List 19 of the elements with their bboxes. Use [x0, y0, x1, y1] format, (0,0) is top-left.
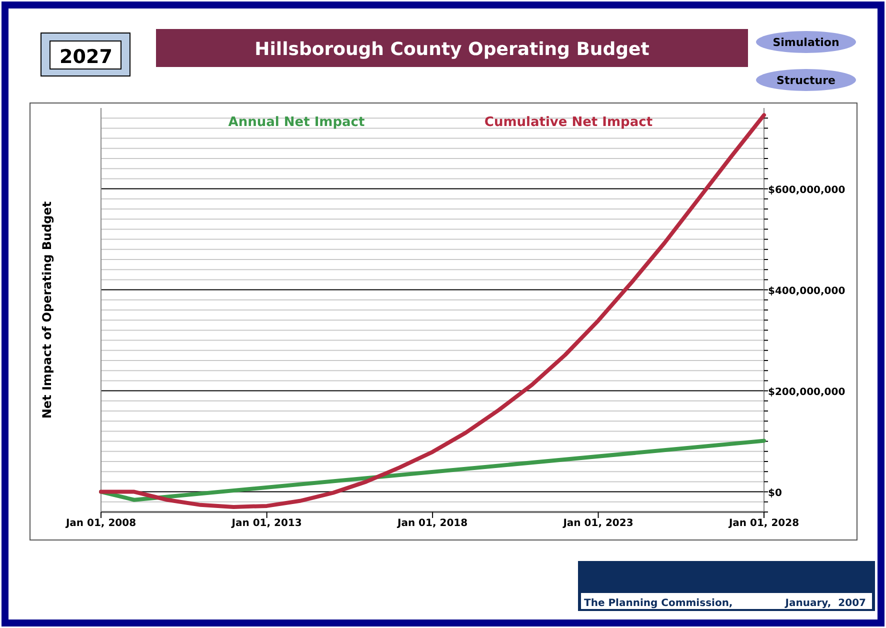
x-tick-label: Jan 01, 2008 [64, 518, 136, 529]
y-axis-title: Net Impact of Operating Budget [40, 201, 54, 419]
y-tick-label: $600,000,000 [768, 184, 846, 196]
x-tick-label: Jan 01, 2028 [728, 518, 800, 529]
chart-title: Hillsborough County Operating Budget [254, 39, 650, 60]
text: 2027 [60, 46, 112, 68]
text: Annual Net Impact [228, 115, 365, 130]
x-tick-label: Jan 01, 2023 [562, 518, 634, 529]
line-series [99, 113, 766, 509]
x-tick-label: Jan 01, 2013 [230, 518, 302, 529]
y-tick-label: $400,000,000 [768, 286, 846, 297]
text: Structure [776, 74, 836, 87]
text: Cumulative Net Impact [484, 115, 653, 130]
text: January, 2007 [784, 598, 866, 609]
text: Simulation [772, 36, 840, 49]
x-tick-label: Jan 01, 2018 [396, 518, 468, 529]
y-tick-label: $0 [768, 488, 782, 499]
text: The Planning Commission, [584, 598, 733, 609]
y-tick-label: $200,000,000 [768, 386, 846, 398]
